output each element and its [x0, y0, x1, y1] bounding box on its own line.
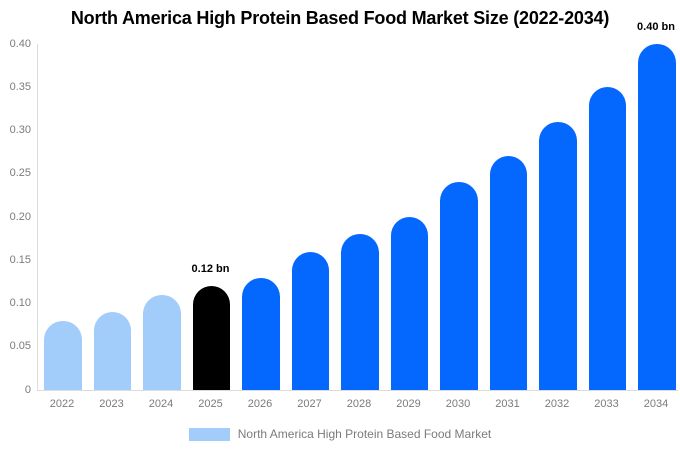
x-tick-label-2023: 2023 [99, 398, 124, 410]
bar-2034[interactable] [638, 44, 676, 390]
legend-item[interactable]: North America High Protein Based Food Ma… [0, 427, 680, 441]
x-tick-label-2034: 2034 [643, 398, 669, 410]
x-tick-label-2022: 2022 [49, 398, 75, 410]
x-tick-label-2030: 2030 [445, 398, 471, 410]
y-tick-label: 0.15 [9, 253, 31, 266]
bar-value-label-2025: 0.12 bn [191, 263, 230, 276]
legend-swatch [188, 427, 230, 441]
bar-2025[interactable] [192, 286, 231, 390]
bar-2032[interactable] [539, 121, 577, 390]
bar-2029[interactable] [390, 217, 429, 390]
y-tick-label: 0.05 [9, 340, 31, 353]
x-tick-label-2031: 2031 [495, 398, 520, 410]
y-tick-label: 0.30 [9, 124, 31, 136]
chart-title: North America High Protein Based Food Ma… [70, 8, 610, 28]
x-tick-label-2028: 2028 [346, 398, 372, 410]
x-tick-label-2032: 2032 [544, 398, 570, 410]
bar-2024[interactable] [143, 294, 181, 390]
legend-label: North America High Protein Based Food Ma… [237, 427, 492, 441]
y-tick-label: 0.35 [9, 80, 31, 93]
x-tick-label-2029: 2029 [396, 398, 421, 410]
y-tick-label: 0.40 [9, 37, 31, 50]
y-tick-label: 0.10 [9, 297, 31, 309]
plot-area [37, 44, 678, 391]
bar-value-label-2034: 0.40 bn [637, 21, 675, 33]
bar-2027[interactable] [291, 251, 330, 390]
y-tick-label: 0 [24, 383, 31, 396]
bar-2033[interactable] [588, 87, 627, 390]
bar-2031[interactable] [489, 156, 528, 390]
y-tick-label: 0.25 [9, 167, 31, 180]
bar-2028[interactable] [341, 234, 379, 390]
x-tick-label-2026: 2026 [247, 398, 273, 410]
x-tick-label-2033: 2033 [594, 398, 619, 410]
bar-2026[interactable] [242, 277, 280, 390]
bar-2030[interactable] [440, 182, 478, 390]
x-tick-label-2024: 2024 [148, 398, 174, 410]
bar-2022[interactable] [44, 320, 82, 390]
bar-2023[interactable] [93, 312, 132, 390]
x-tick-label-2027: 2027 [297, 398, 322, 410]
y-tick-label: 0.20 [9, 210, 31, 223]
x-tick-label-2025: 2025 [198, 398, 223, 410]
